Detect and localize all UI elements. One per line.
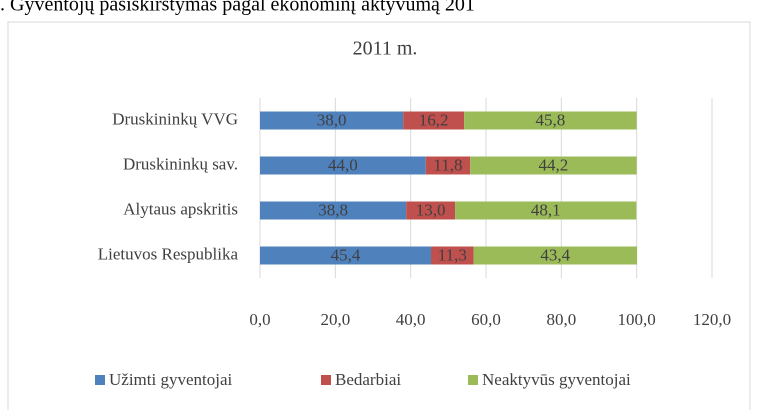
x-tick-label: 40,0: [396, 310, 426, 329]
legend-label: Bedarbiai: [335, 370, 401, 389]
bar-segment: [403, 111, 465, 130]
bar-segment: [406, 201, 456, 220]
value-label: 16,2: [419, 110, 449, 129]
value-label: 38,0: [317, 110, 347, 129]
x-tick-label: 80,0: [546, 310, 576, 329]
bar-segment: [260, 156, 426, 175]
bar-segment: [455, 201, 637, 220]
y-tick-label: Lietuvos Respublika: [98, 244, 239, 263]
bar-segment: [470, 156, 637, 175]
value-label: 38,8: [318, 200, 348, 219]
x-tick-label: 120,0: [693, 310, 731, 329]
value-label: 11,8: [433, 155, 462, 174]
value-label: 44,2: [539, 155, 569, 174]
legend-label: Neaktyvūs gyventojai: [482, 370, 631, 389]
value-label: 45,8: [536, 110, 566, 129]
bar-segment: [473, 246, 638, 265]
caption: . Gyventojų pasiskirstymas pagal ekonomi…: [0, 0, 475, 16]
bar-segment: [260, 111, 404, 130]
legend-swatch: [321, 375, 331, 385]
bar-segment: [260, 201, 407, 220]
value-label: 45,4: [331, 245, 361, 264]
legend-swatch: [468, 375, 478, 385]
bar-segment: [464, 111, 637, 130]
x-tick-label: 0,0: [249, 310, 270, 329]
bar-segment: [425, 156, 471, 175]
bar-segment: [260, 246, 432, 265]
value-label: 48,1: [531, 200, 561, 219]
x-tick-label: 60,0: [471, 310, 501, 329]
y-tick-label: Alytaus apskritis: [123, 199, 238, 218]
chart-title: 2011 m.: [353, 38, 418, 60]
value-label: 43,4: [540, 245, 570, 264]
value-label: 13,0: [416, 200, 446, 219]
value-label: 11,3: [438, 245, 467, 264]
legend-label: Užimti gyventojai: [109, 370, 233, 389]
y-tick-label: Druskininkų sav.: [123, 154, 238, 173]
bar-segment: [431, 246, 474, 265]
legend-swatch: [95, 375, 105, 385]
x-tick-label: 20,0: [320, 310, 350, 329]
value-label: 44,0: [328, 155, 358, 174]
x-tick-label: 100,0: [618, 310, 656, 329]
y-tick-label: Druskininkų VVG: [112, 109, 238, 128]
